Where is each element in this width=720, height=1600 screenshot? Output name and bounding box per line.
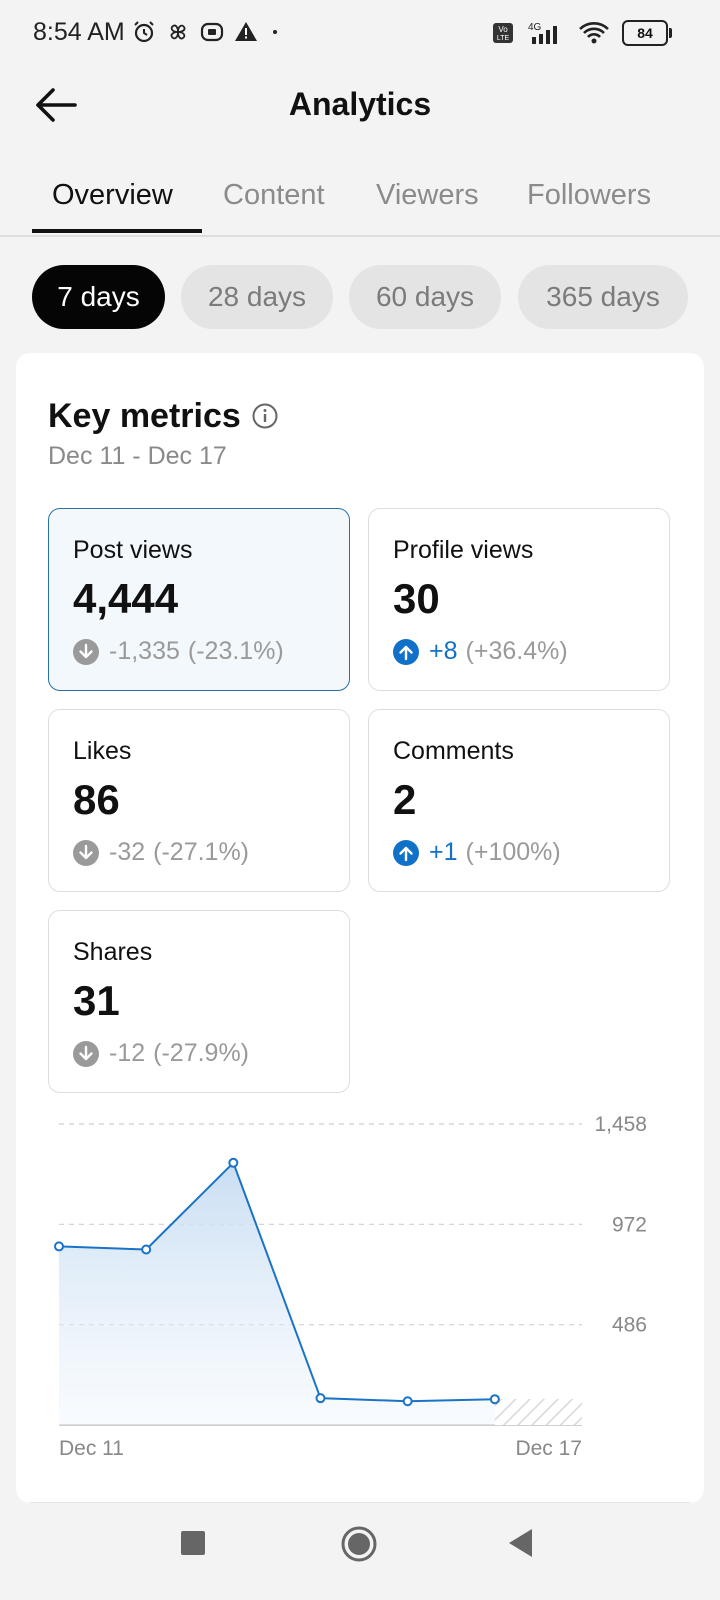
metric-post-views[interactable]: Post views 4,444 -1,335 (-23.1%) <box>48 508 350 691</box>
arrow-down-circle-icon <box>73 638 99 665</box>
tab-bar: Overview Content Viewers Followers L <box>0 155 720 237</box>
status-time: 8:54 AM <box>33 18 125 46</box>
recents-button-icon[interactable] <box>179 1529 207 1557</box>
active-tab-indicator <box>32 229 202 233</box>
svg-text:LTE: LTE <box>497 35 510 42</box>
signal-icon: 4G <box>528 22 557 44</box>
screen-record-icon <box>200 22 224 42</box>
metric-delta: -32 (-27.1%) <box>73 838 249 867</box>
range-28-days[interactable]: 28 days <box>181 265 333 329</box>
metric-label: Shares <box>73 938 153 966</box>
y-tick-label: 1,458 <box>594 1113 647 1136</box>
key-metrics-title: Key metrics <box>48 397 241 435</box>
arrow-down-circle-icon <box>73 839 99 866</box>
arrow-left-icon <box>36 88 77 122</box>
svg-text:Vo: Vo <box>498 25 508 34</box>
tab-viewers[interactable]: Viewers <box>376 179 479 211</box>
metric-delta-value: -1,335 <box>109 637 180 665</box>
y-tick-label: 486 <box>612 1314 647 1337</box>
data-point[interactable] <box>141 1244 152 1255</box>
range-7-days[interactable]: 7 days <box>32 265 165 329</box>
dot-icon <box>273 30 277 34</box>
metric-shares[interactable]: Shares 31 -12 (-27.9%) <box>48 910 350 1093</box>
metric-label: Post views <box>73 536 193 564</box>
metric-delta-value: -12 <box>109 1039 146 1067</box>
metric-delta-percent: (+100%) <box>465 838 561 866</box>
battery-indicator: 84 <box>622 20 672 46</box>
metric-label: Likes <box>73 737 132 765</box>
range-60-days[interactable]: 60 days <box>349 265 501 329</box>
metric-delta: -12 (-27.9%) <box>73 1039 249 1068</box>
metric-value: 2 <box>393 776 417 823</box>
tab-followers[interactable]: Followers <box>527 179 652 211</box>
metric-value: 4,444 <box>73 575 179 622</box>
status-left-icons <box>132 20 282 44</box>
data-point[interactable] <box>315 1393 326 1404</box>
metric-comments[interactable]: Comments 2 +1 (+100%) <box>368 709 670 892</box>
metric-delta-percent: (-23.1%) <box>187 637 284 665</box>
metric-likes[interactable]: Likes 86 -32 (-27.1%) <box>48 709 350 892</box>
back-nav-icon[interactable] <box>506 1527 536 1559</box>
data-point[interactable] <box>228 1157 239 1168</box>
metric-delta-value: +1 <box>429 838 458 866</box>
metric-profile-views[interactable]: Profile views 30 +8 (+36.4%) <box>368 508 670 691</box>
home-button-icon[interactable] <box>340 1525 378 1563</box>
x-tick-label: Dec 11 <box>59 1437 124 1460</box>
metric-delta-percent: (+36.4%) <box>465 637 568 665</box>
status-right-icons: Vo LTE 4G 84 <box>492 20 672 46</box>
warning-icon <box>235 22 257 41</box>
nav-separator <box>30 1502 690 1503</box>
data-point[interactable] <box>489 1394 500 1405</box>
series-area <box>59 1162 495 1425</box>
x-tick-label: Dec 17 <box>515 1437 582 1460</box>
metric-label: Profile views <box>393 536 534 564</box>
tab-overview[interactable]: Overview <box>52 179 173 211</box>
battery-level: 84 <box>637 25 653 41</box>
series-line <box>58 1161 495 1403</box>
metric-delta-percent: (-27.1%) <box>153 838 250 866</box>
data-point[interactable] <box>402 1396 413 1407</box>
metric-label: Comments <box>393 737 514 765</box>
metric-delta: +8 (+36.4%) <box>393 637 568 666</box>
tab-fade <box>660 155 720 233</box>
post-views-chart[interactable]: 486 972 1,458 Dec 11 Dec 17 <box>40 1110 680 1490</box>
alarm-icon <box>134 21 154 43</box>
metric-delta-percent: (-27.9%) <box>153 1039 250 1067</box>
info-icon[interactable] <box>251 402 279 430</box>
range-365-days[interactable]: 365 days <box>518 265 688 329</box>
metric-delta-value: +8 <box>429 637 458 665</box>
metric-value: 30 <box>393 575 440 622</box>
back-button[interactable] <box>30 82 80 128</box>
system-nav-bar <box>0 1503 720 1600</box>
tab-content[interactable]: Content <box>223 179 325 211</box>
y-tick-label: 972 <box>612 1213 647 1236</box>
page-title: Analytics <box>288 86 432 122</box>
key-metrics-date-range: Dec 11 - Dec 17 <box>48 442 227 470</box>
arrow-down-circle-icon <box>73 1040 99 1067</box>
arrow-up-circle-icon <box>393 839 419 866</box>
metric-delta: +1 (+100%) <box>393 838 561 867</box>
metric-value: 31 <box>73 977 120 1024</box>
incomplete-data-hatch <box>494 1399 582 1425</box>
data-point[interactable] <box>54 1241 64 1252</box>
pinwheel-icon <box>170 24 186 40</box>
metric-delta: -1,335 (-23.1%) <box>73 637 284 666</box>
arrow-up-circle-icon <box>393 638 419 665</box>
metric-delta-value: -32 <box>109 838 146 866</box>
network-label: 4G <box>528 22 542 33</box>
metric-value: 86 <box>73 776 120 823</box>
wifi-icon <box>579 22 609 44</box>
